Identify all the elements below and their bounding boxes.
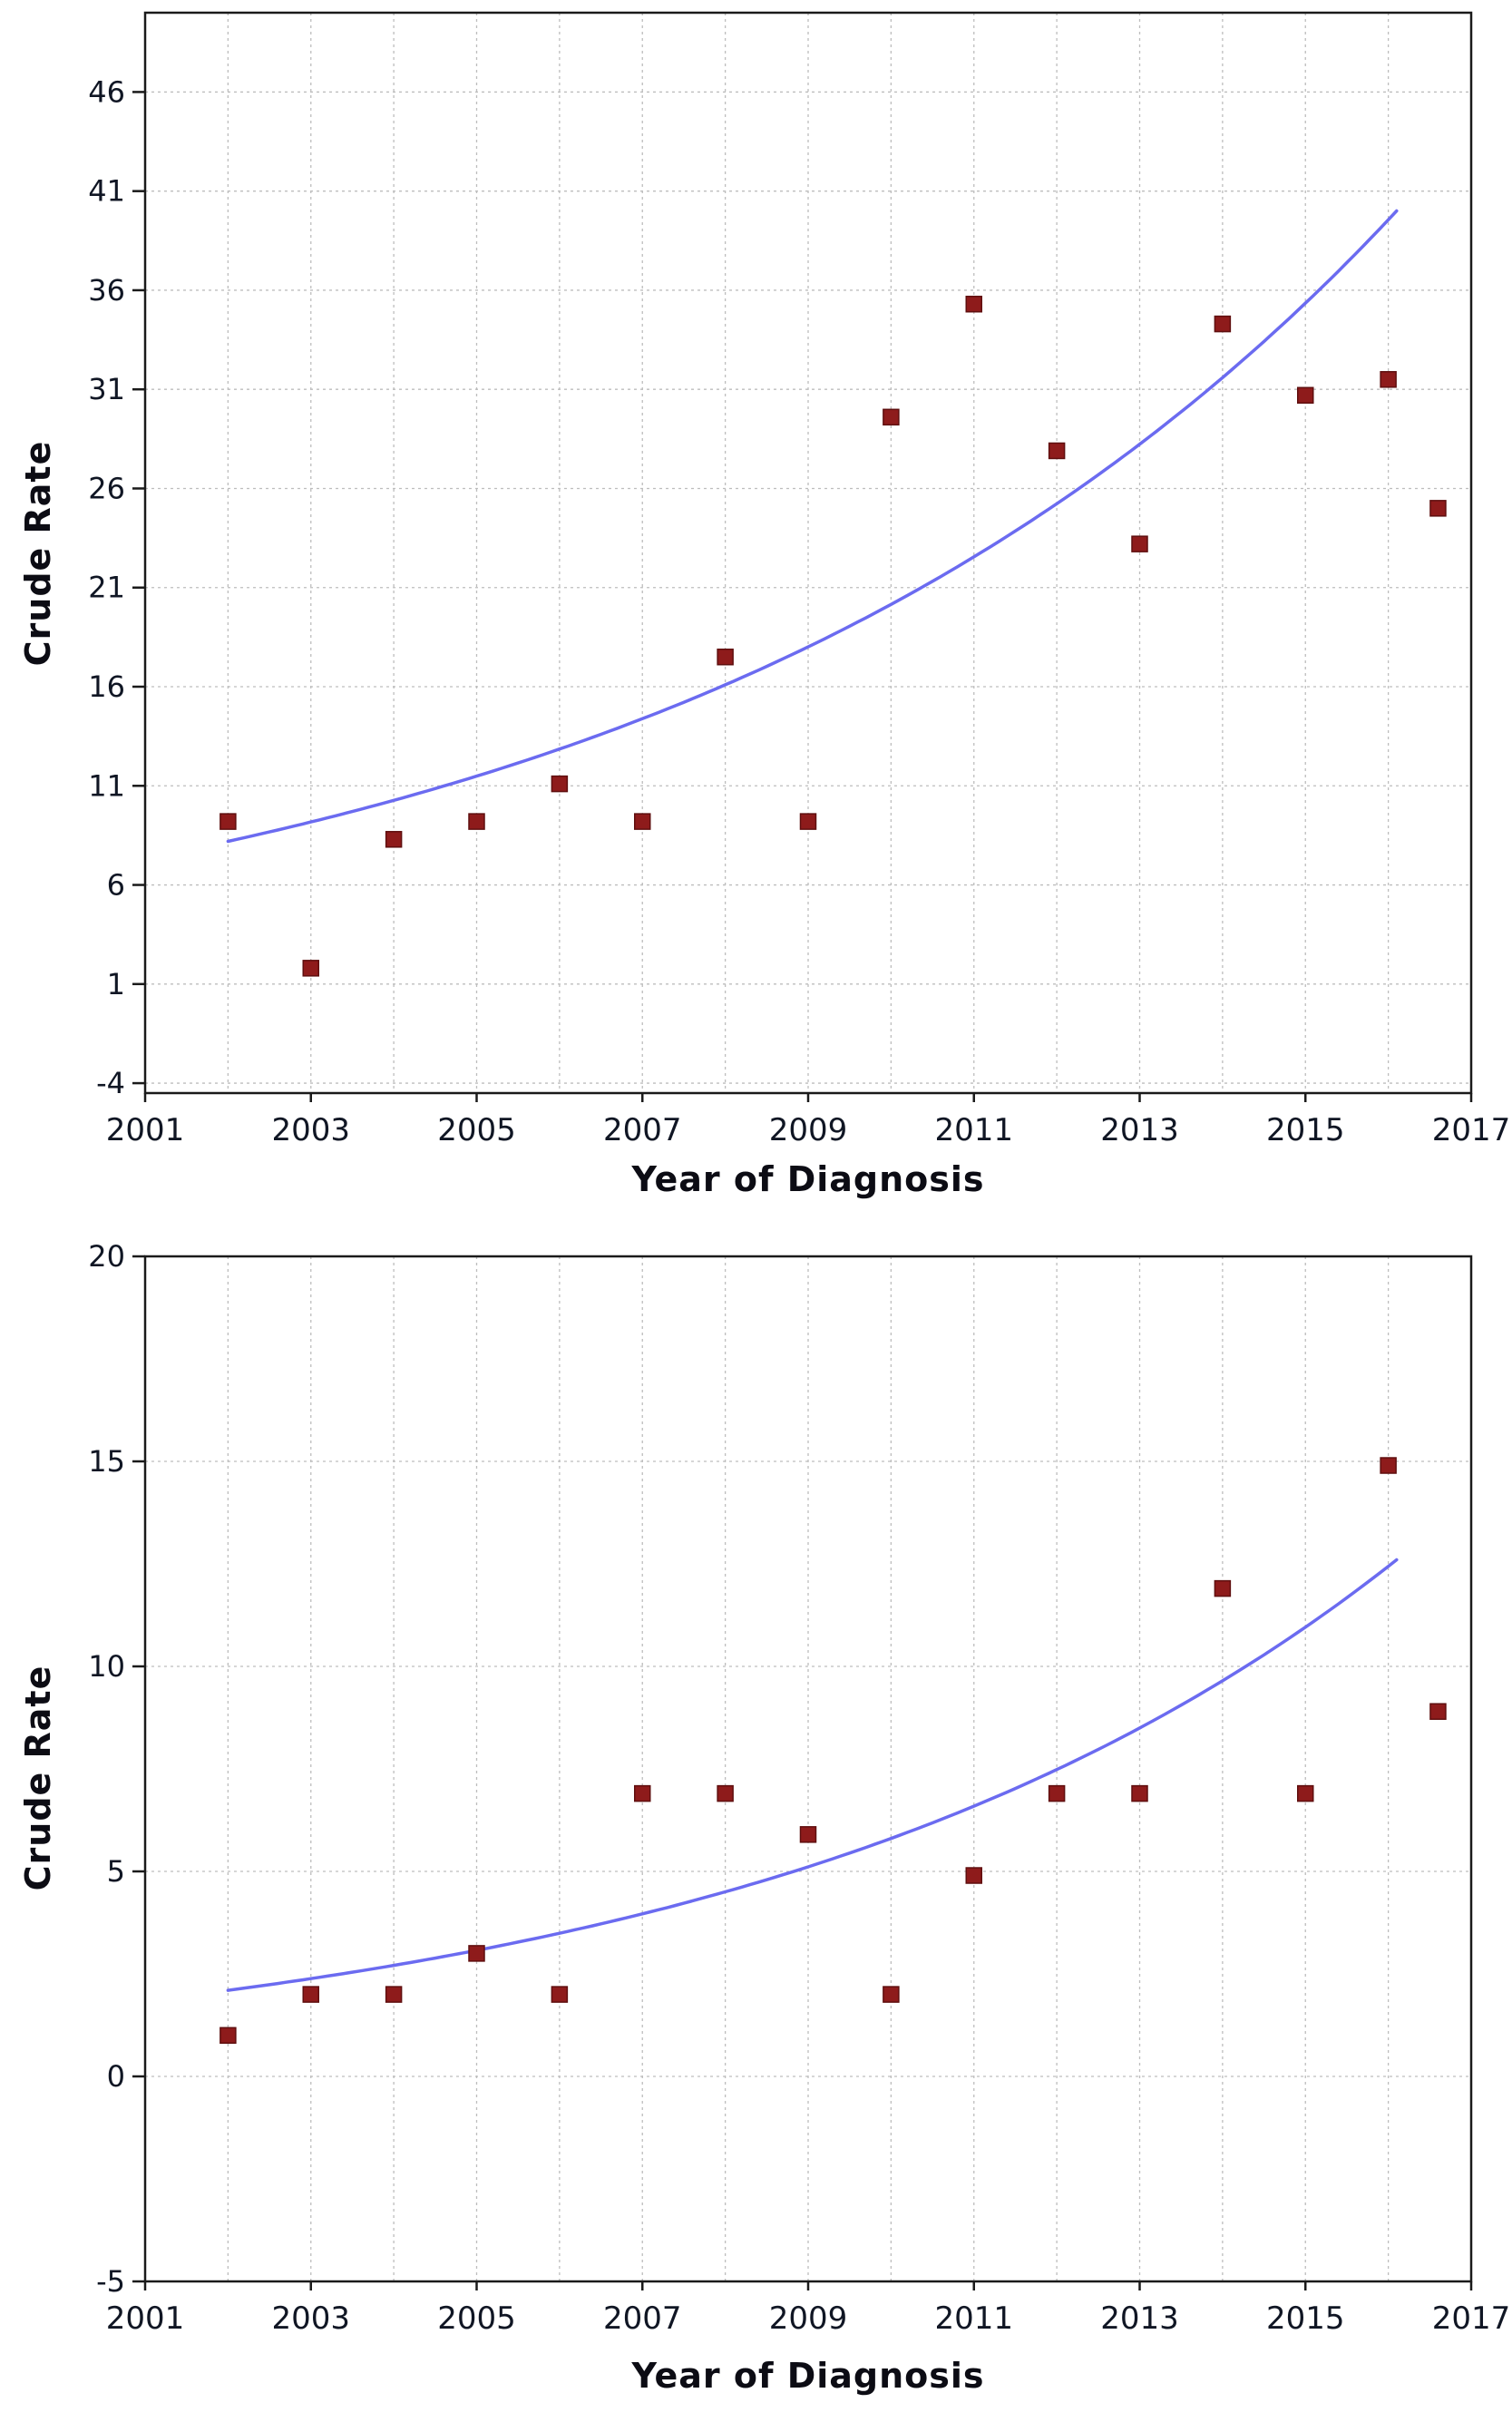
- data-point: [219, 813, 237, 830]
- data-point: [799, 813, 817, 830]
- data-point: [385, 1986, 403, 2003]
- data-point: [634, 813, 651, 830]
- data-point: [717, 1784, 734, 1802]
- trend-line: [226, 209, 1399, 844]
- x-axis-title-bottom: Year of Diagnosis: [631, 2356, 985, 2396]
- chart-bottom-svg: -5 0 5 10 15 20 2001 2003 2005 2007 2009 2011 2013 20…: [88, 1239, 1511, 2337]
- data-point: [1380, 1457, 1397, 1474]
- x-tick-label: 2001: [106, 2300, 185, 2337]
- x-tick-label: 2015: [1266, 2300, 1345, 2337]
- x-tick-label: 2001: [106, 1112, 185, 1148]
- data-point: [965, 295, 982, 313]
- x-tick-label: 2007: [603, 1112, 682, 1148]
- x-axis-title-top: Year of Diagnosis: [631, 1159, 985, 1199]
- data-point: [634, 1784, 651, 1802]
- data-point: [551, 1986, 569, 2003]
- data-point: [385, 831, 403, 848]
- data-point: [468, 813, 485, 830]
- x-tick-label: 2013: [1100, 1112, 1179, 1148]
- data-point: [1048, 442, 1066, 460]
- data-point: [302, 960, 319, 977]
- data-point: [1429, 500, 1447, 517]
- data-point: [468, 1945, 485, 1962]
- x-tick-label: 2013: [1100, 2300, 1179, 2337]
- data-point: [219, 2027, 237, 2045]
- x-tick-label: 2009: [769, 1112, 848, 1148]
- x-tick-label: 2005: [437, 2300, 516, 2337]
- chart-bottom: -5 0 5 10 15 20 2001 2003 2005 2007 2009 2011 2013 20…: [0, 1220, 1512, 2432]
- y-tick-label: -4: [96, 1066, 125, 1100]
- x-tick-label: 2005: [437, 1112, 516, 1148]
- data-point: [551, 775, 569, 793]
- y-tick-label: 5: [107, 1854, 125, 1889]
- trend-line: [226, 1558, 1399, 1992]
- y-tick-label: 11: [88, 768, 125, 803]
- data-point: [1297, 386, 1314, 405]
- data-point: [717, 648, 734, 666]
- y-axis-title-top: Crude Rate: [18, 440, 58, 667]
- y-tick-label: 16: [88, 669, 125, 704]
- x-tick-label: 2003: [271, 1112, 350, 1148]
- y-axis-title-bottom: Crude Rate: [18, 1665, 58, 1891]
- data-point: [302, 1986, 319, 2003]
- y-tick-label: 20: [88, 1239, 125, 1274]
- x-tick-label: 2009: [769, 2300, 848, 2337]
- y-tick-label: 46: [88, 74, 125, 109]
- data-point: [1297, 1784, 1314, 1802]
- y-tick-label: 6: [107, 868, 125, 903]
- y-tick-label: 31: [88, 372, 125, 406]
- x-tick-label: 2017: [1432, 2300, 1511, 2337]
- data-point: [1131, 535, 1148, 552]
- x-tick-label: 2011: [934, 1112, 1013, 1148]
- y-tick-label: 41: [88, 174, 125, 209]
- y-tick-label: 1: [107, 967, 125, 1001]
- data-point: [1214, 315, 1232, 333]
- y-tick-label: 10: [88, 1649, 125, 1684]
- data-point: [1214, 1579, 1232, 1597]
- x-tick-label: 2017: [1432, 1112, 1511, 1148]
- y-tick-label: 21: [88, 571, 125, 605]
- y-tick-label: 0: [107, 2059, 125, 2094]
- data-point: [1429, 1703, 1447, 1720]
- x-tick-label: 2007: [603, 2300, 682, 2337]
- data-point: [883, 408, 900, 426]
- y-tick-label: 26: [88, 471, 125, 505]
- data-point: [883, 1986, 900, 2003]
- data-point: [799, 1826, 817, 1843]
- x-tick-label: 2015: [1266, 1112, 1345, 1148]
- y-tick-label: -5: [96, 2264, 125, 2299]
- data-point: [1131, 1784, 1148, 1802]
- data-point: [1380, 371, 1397, 388]
- data-point: [965, 1867, 982, 1884]
- y-tick-label: 15: [88, 1444, 125, 1479]
- y-tick-label: 36: [88, 273, 125, 308]
- chart-top: -4 1 6 11 16 21 26 31 36 41 46 2001 2003 2005 2007 2009…: [18, 11, 1511, 1199]
- data-point: [1048, 1784, 1066, 1802]
- x-tick-label: 2003: [271, 2300, 350, 2337]
- x-tick-label: 2011: [934, 2300, 1013, 2337]
